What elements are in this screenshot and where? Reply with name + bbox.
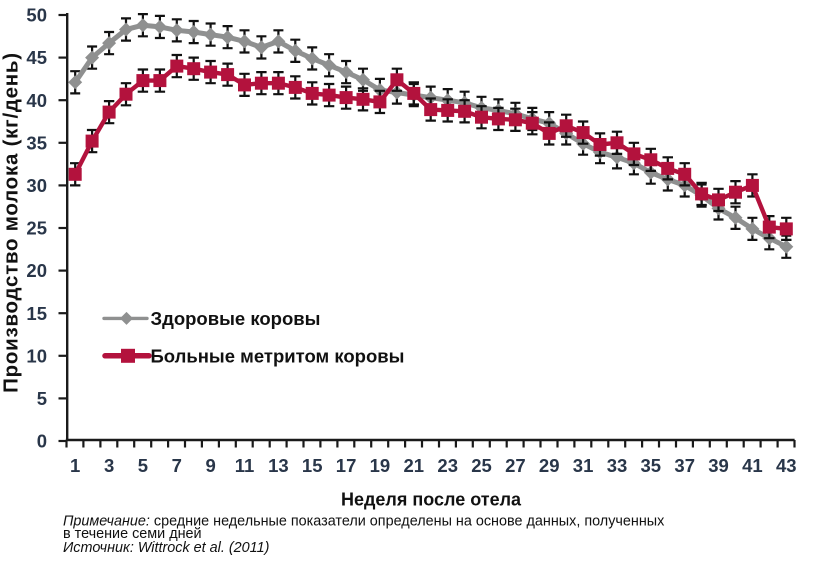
svg-text:40: 40 [26, 90, 47, 111]
svg-text:20: 20 [26, 260, 47, 281]
svg-text:21: 21 [404, 455, 425, 476]
svg-text:25: 25 [471, 455, 492, 476]
svg-text:17: 17 [336, 455, 357, 476]
svg-text:1: 1 [70, 455, 80, 476]
svg-text:Источник: Wittrock et al. (201: Источник: Wittrock et al. (2011) [63, 540, 269, 556]
svg-text:35: 35 [26, 132, 47, 153]
svg-text:15: 15 [302, 455, 323, 476]
svg-text:35: 35 [641, 455, 662, 476]
svg-text:37: 37 [674, 455, 695, 476]
svg-text:9: 9 [205, 455, 215, 476]
svg-text:в течение семи дней: в течение семи дней [63, 526, 202, 542]
svg-text:Больные метритом коровы: Больные метритом коровы [151, 346, 405, 367]
svg-text:31: 31 [573, 455, 594, 476]
svg-text:Производство молока (кг/день): Производство молока (кг/день) [0, 52, 23, 393]
svg-text:Неделя после отела: Неделя после отела [341, 490, 522, 510]
svg-text:39: 39 [708, 455, 729, 476]
svg-text:25: 25 [26, 218, 47, 239]
svg-text:23: 23 [437, 455, 458, 476]
svg-text:30: 30 [26, 175, 47, 196]
svg-text:45: 45 [26, 47, 47, 68]
svg-text:Здоровые коровы: Здоровые коровы [151, 308, 321, 329]
svg-text:0: 0 [37, 431, 47, 452]
svg-text:29: 29 [539, 455, 560, 476]
svg-text:13: 13 [268, 455, 289, 476]
svg-text:5: 5 [138, 455, 148, 476]
svg-text:7: 7 [172, 455, 182, 476]
svg-text:50: 50 [26, 5, 47, 26]
svg-text:19: 19 [370, 455, 391, 476]
svg-text:11: 11 [235, 455, 255, 476]
svg-text:3: 3 [104, 455, 114, 476]
svg-text:27: 27 [505, 455, 526, 476]
svg-text:43: 43 [776, 455, 797, 476]
svg-text:41: 41 [742, 455, 763, 476]
svg-text:Примечание: средние недельные: Примечание: средние недельные показатели… [63, 514, 665, 530]
svg-text:33: 33 [607, 455, 628, 476]
svg-text:15: 15 [26, 303, 47, 324]
svg-text:5: 5 [37, 388, 47, 409]
svg-text:10: 10 [26, 345, 47, 366]
